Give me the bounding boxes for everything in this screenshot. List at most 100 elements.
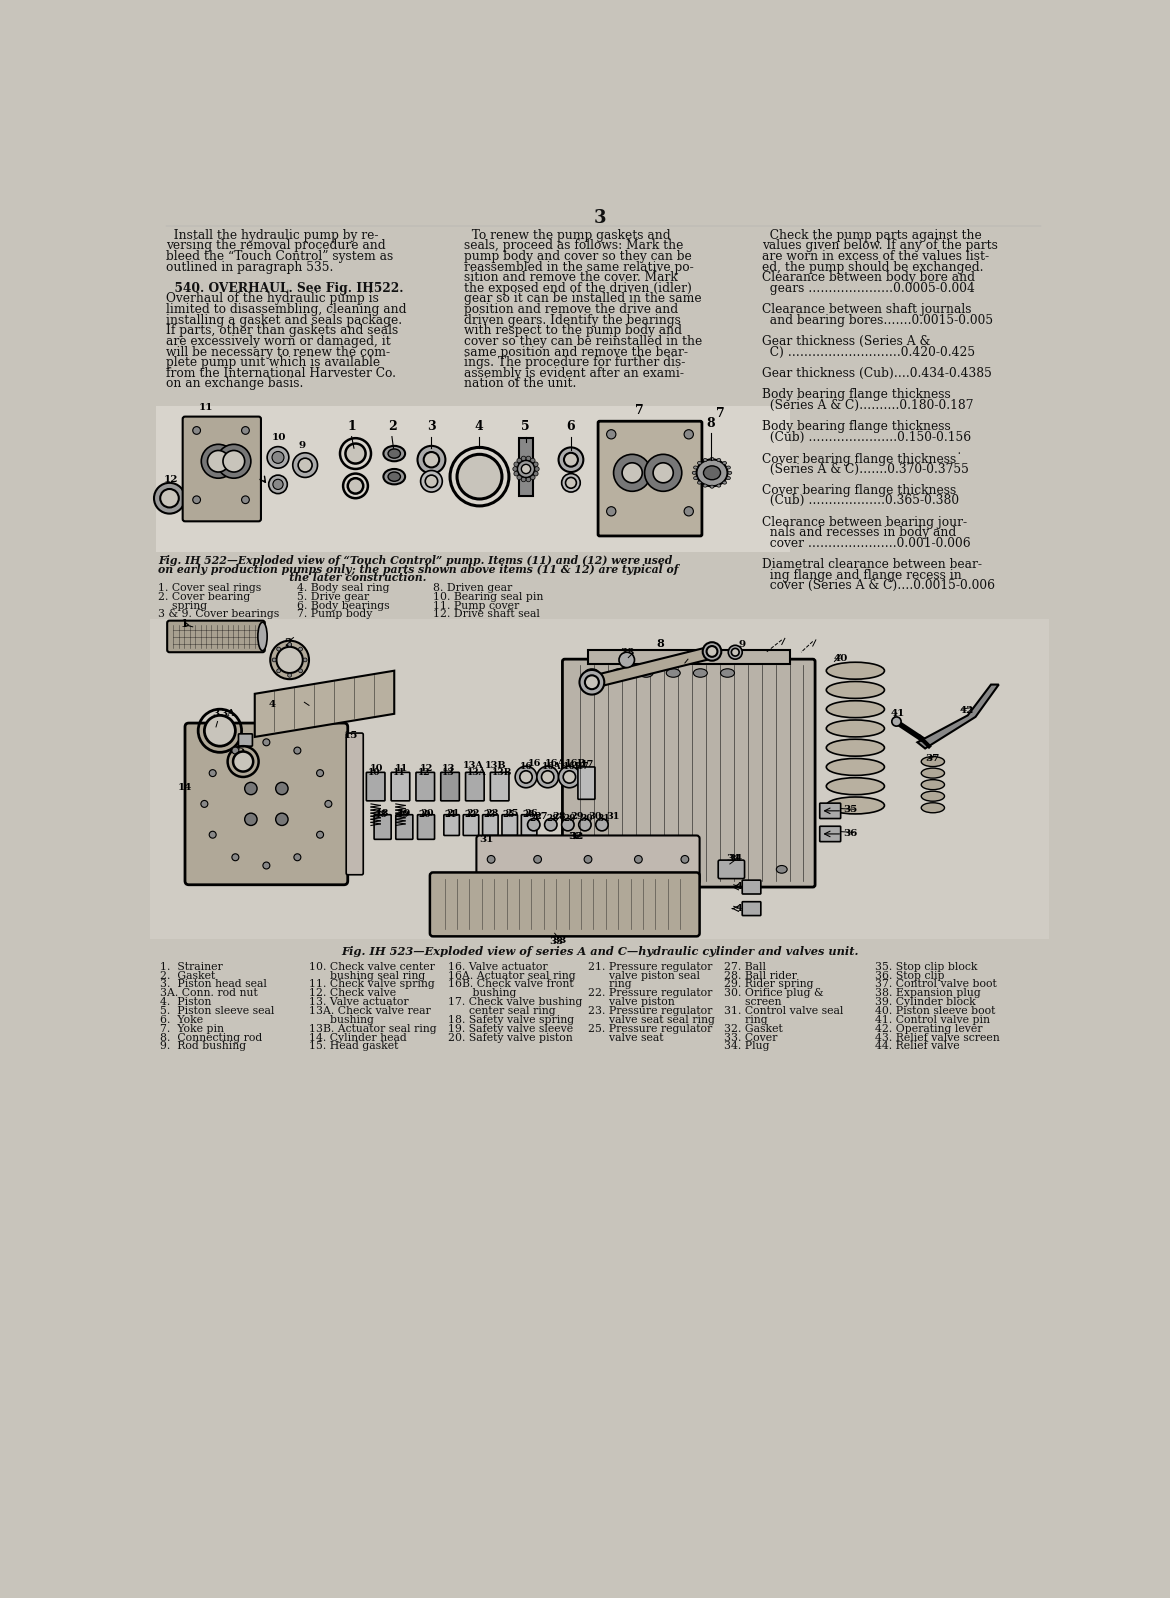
Ellipse shape: [826, 702, 885, 718]
Circle shape: [273, 452, 284, 463]
Circle shape: [317, 770, 324, 777]
Circle shape: [267, 446, 289, 468]
Text: 3 & 9. Cover bearings: 3 & 9. Cover bearings: [158, 609, 280, 620]
Text: 3: 3: [593, 209, 606, 227]
Text: 28: 28: [552, 812, 566, 821]
Text: 23. Pressure regulator: 23. Pressure regulator: [589, 1007, 713, 1016]
Circle shape: [263, 738, 270, 746]
Ellipse shape: [693, 471, 696, 475]
Text: 39: 39: [684, 652, 700, 660]
Text: gear so it can be installed in the same: gear so it can be installed in the same: [464, 292, 702, 305]
Circle shape: [562, 818, 574, 831]
Text: If parts, other than gaskets and seals: If parts, other than gaskets and seals: [166, 324, 398, 337]
Text: 31: 31: [480, 834, 494, 844]
Text: on an exchange basis.: on an exchange basis.: [166, 377, 303, 390]
Text: Clearance between shaft journals: Clearance between shaft journals: [763, 304, 972, 316]
Text: 21: 21: [446, 809, 460, 818]
Circle shape: [317, 831, 324, 839]
Circle shape: [425, 475, 438, 487]
Circle shape: [535, 467, 539, 471]
Text: 5: 5: [522, 420, 530, 433]
Circle shape: [514, 471, 518, 476]
Text: 5: 5: [236, 746, 245, 756]
Text: 16B: 16B: [563, 762, 584, 770]
Text: 28. Ball rider: 28. Ball rider: [723, 970, 797, 981]
Circle shape: [418, 446, 446, 473]
Circle shape: [325, 801, 332, 807]
Circle shape: [160, 489, 179, 508]
Circle shape: [606, 507, 615, 516]
Circle shape: [233, 751, 253, 772]
Text: 6.  Yoke: 6. Yoke: [160, 1015, 204, 1024]
Text: 34: 34: [725, 853, 741, 863]
Text: 13A: 13A: [467, 767, 487, 777]
Circle shape: [613, 454, 651, 491]
Text: position and remove the drive and: position and remove the drive and: [464, 304, 679, 316]
Circle shape: [298, 670, 303, 673]
Text: ring: ring: [589, 980, 632, 989]
Circle shape: [263, 861, 270, 869]
Circle shape: [731, 649, 739, 657]
Text: nals and recesses in body and: nals and recesses in body and: [763, 526, 957, 539]
FancyBboxPatch shape: [395, 815, 413, 839]
Circle shape: [292, 452, 317, 478]
Text: 33: 33: [552, 935, 566, 944]
FancyBboxPatch shape: [418, 815, 434, 839]
Text: 10. Bearing seal pin: 10. Bearing seal pin: [433, 591, 543, 602]
Text: Overhaul of the hydraulic pump is: Overhaul of the hydraulic pump is: [166, 292, 379, 305]
Ellipse shape: [921, 791, 944, 801]
Text: Diametral clearance between bear-: Diametral clearance between bear-: [763, 558, 983, 570]
Circle shape: [232, 748, 239, 754]
Text: 14. Cylinder head: 14. Cylinder head: [309, 1032, 407, 1042]
Text: 27. Ball: 27. Ball: [723, 962, 765, 972]
Text: on early production pumps only; the parts shown above items (11 & 12) are typica: on early production pumps only; the part…: [158, 564, 679, 575]
Text: (Cub) ………………….0.150-0.156: (Cub) ………………….0.150-0.156: [763, 430, 971, 444]
Circle shape: [154, 483, 185, 513]
Ellipse shape: [728, 471, 731, 475]
FancyBboxPatch shape: [429, 873, 700, 936]
Text: 5.  Piston sleeve seal: 5. Piston sleeve seal: [160, 1007, 275, 1016]
Text: 10: 10: [271, 433, 287, 441]
Text: 6: 6: [566, 420, 574, 433]
Circle shape: [653, 463, 673, 483]
Text: 25: 25: [503, 810, 515, 820]
Text: ing flange and flange recess in: ing flange and flange recess in: [763, 569, 962, 582]
Text: 9: 9: [298, 441, 307, 451]
Text: 42: 42: [961, 706, 975, 716]
Text: 4. Body seal ring: 4. Body seal ring: [297, 583, 390, 593]
FancyBboxPatch shape: [466, 772, 484, 801]
Text: ed, the pump should be exchanged.: ed, the pump should be exchanged.: [763, 260, 984, 273]
Circle shape: [707, 646, 717, 657]
Text: 31: 31: [606, 812, 619, 821]
Text: 41. Control valve pin: 41. Control valve pin: [875, 1015, 990, 1024]
Ellipse shape: [694, 467, 697, 470]
Ellipse shape: [703, 467, 721, 479]
Ellipse shape: [826, 797, 885, 813]
Text: 17. Check valve bushing: 17. Check valve bushing: [448, 997, 583, 1007]
Text: bushing seal ring: bushing seal ring: [309, 970, 425, 981]
Text: 29: 29: [563, 813, 576, 823]
Circle shape: [534, 471, 538, 476]
Ellipse shape: [636, 866, 648, 873]
Text: bushing: bushing: [309, 1015, 374, 1024]
Circle shape: [579, 670, 604, 695]
Text: 10: 10: [367, 767, 380, 777]
Text: are excessively worn or damaged, it: are excessively worn or damaged, it: [166, 336, 391, 348]
Circle shape: [522, 455, 525, 460]
Text: spring: spring: [158, 601, 207, 610]
Text: 17: 17: [581, 761, 594, 769]
FancyBboxPatch shape: [167, 620, 264, 652]
FancyBboxPatch shape: [563, 658, 815, 887]
Circle shape: [512, 467, 517, 471]
Circle shape: [487, 855, 495, 863]
Text: 22. Pressure regulator: 22. Pressure regulator: [589, 988, 713, 999]
Text: 12. Drive shaft seal: 12. Drive shaft seal: [433, 609, 539, 620]
Text: sition and remove the cover. Mark: sition and remove the cover. Mark: [464, 272, 677, 284]
Ellipse shape: [826, 778, 885, 794]
Text: 19: 19: [398, 809, 412, 818]
Text: 40: 40: [834, 654, 848, 663]
Text: Fig. IH 523—Exploded view of series A and C—hydraulic cylinder and valves unit.: Fig. IH 523—Exploded view of series A an…: [340, 946, 859, 957]
Ellipse shape: [921, 756, 944, 767]
Circle shape: [288, 673, 291, 678]
Circle shape: [645, 454, 682, 491]
